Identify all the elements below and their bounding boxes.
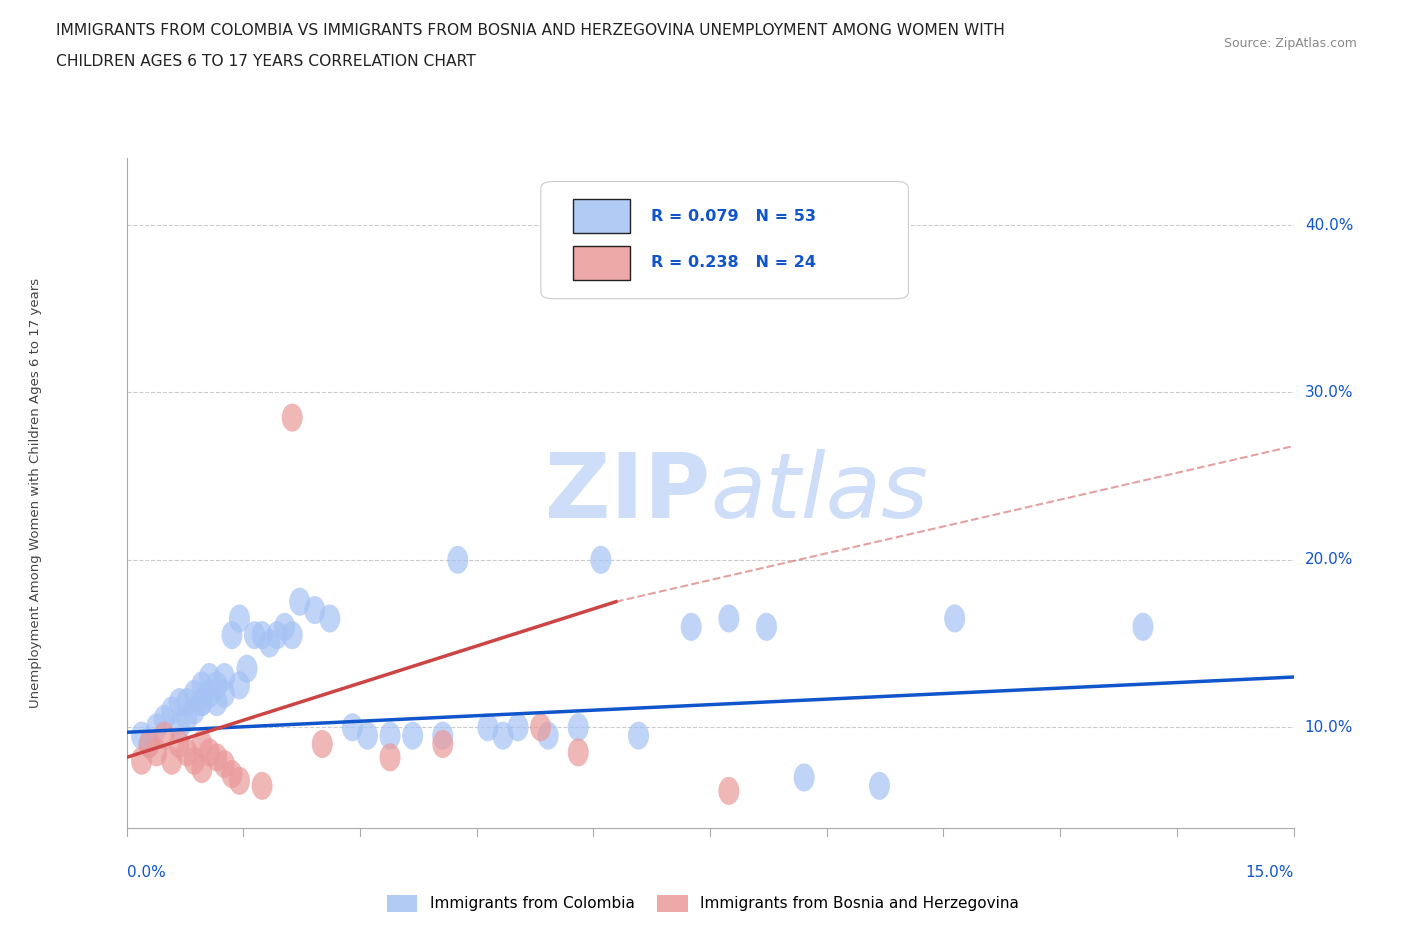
Ellipse shape [312,730,333,758]
Ellipse shape [357,722,378,750]
Ellipse shape [198,738,219,766]
Ellipse shape [380,743,401,772]
FancyBboxPatch shape [574,199,630,232]
Ellipse shape [153,722,174,750]
Text: Source: ZipAtlas.com: Source: ZipAtlas.com [1223,37,1357,50]
Ellipse shape [139,730,160,758]
Ellipse shape [162,747,183,775]
Ellipse shape [207,743,228,772]
Ellipse shape [214,663,235,691]
Ellipse shape [184,697,205,724]
Text: 15.0%: 15.0% [1246,865,1294,880]
Ellipse shape [131,747,152,775]
Ellipse shape [1132,613,1153,641]
Text: 0.0%: 0.0% [127,865,166,880]
Ellipse shape [162,697,183,724]
Text: 30.0%: 30.0% [1305,385,1353,400]
Ellipse shape [718,604,740,632]
Ellipse shape [274,613,295,641]
Ellipse shape [191,755,212,783]
Ellipse shape [221,760,242,789]
Ellipse shape [756,613,778,641]
Ellipse shape [146,738,167,766]
Ellipse shape [176,688,197,716]
Ellipse shape [198,680,219,708]
Ellipse shape [252,772,273,800]
Ellipse shape [793,228,814,256]
Ellipse shape [153,705,174,733]
Text: CHILDREN AGES 6 TO 17 YEARS CORRELATION CHART: CHILDREN AGES 6 TO 17 YEARS CORRELATION … [56,54,477,69]
Ellipse shape [214,680,235,708]
Text: Unemployment Among Women with Children Ages 6 to 17 years: Unemployment Among Women with Children A… [28,278,42,708]
Text: 10.0%: 10.0% [1305,720,1353,735]
Ellipse shape [191,688,212,716]
FancyBboxPatch shape [541,181,908,299]
Text: 20.0%: 20.0% [1305,552,1353,567]
Ellipse shape [191,730,212,758]
Ellipse shape [259,630,280,658]
Legend: Immigrants from Colombia, Immigrants from Bosnia and Herzegovina: Immigrants from Colombia, Immigrants fro… [381,889,1025,918]
Ellipse shape [207,688,228,716]
Ellipse shape [184,680,205,708]
Ellipse shape [380,722,401,750]
Ellipse shape [191,688,212,716]
Ellipse shape [229,671,250,699]
Ellipse shape [214,750,235,778]
Ellipse shape [207,671,228,699]
FancyBboxPatch shape [574,246,630,280]
Ellipse shape [191,671,212,699]
Ellipse shape [267,621,288,649]
Ellipse shape [304,596,325,624]
Ellipse shape [169,713,190,741]
Ellipse shape [537,722,558,750]
Ellipse shape [718,777,740,805]
Ellipse shape [508,713,529,741]
Ellipse shape [945,604,966,632]
Ellipse shape [681,613,702,641]
Ellipse shape [628,722,650,750]
Ellipse shape [146,713,167,741]
Ellipse shape [131,722,152,750]
Ellipse shape [139,730,160,758]
Ellipse shape [198,663,219,691]
Ellipse shape [402,722,423,750]
Text: IMMIGRANTS FROM COLOMBIA VS IMMIGRANTS FROM BOSNIA AND HERZEGOVINA UNEMPLOYMENT : IMMIGRANTS FROM COLOMBIA VS IMMIGRANTS F… [56,23,1005,38]
Ellipse shape [221,621,242,649]
Ellipse shape [530,713,551,741]
Ellipse shape [492,722,513,750]
Ellipse shape [169,730,190,758]
Ellipse shape [245,621,266,649]
Ellipse shape [252,621,273,649]
Ellipse shape [432,730,453,758]
Ellipse shape [229,604,250,632]
Ellipse shape [290,588,311,616]
Ellipse shape [281,404,302,432]
Ellipse shape [176,738,197,766]
Ellipse shape [869,772,890,800]
Ellipse shape [176,705,197,733]
Ellipse shape [568,738,589,766]
Ellipse shape [169,688,190,716]
Ellipse shape [447,546,468,574]
Ellipse shape [319,604,340,632]
Text: 40.0%: 40.0% [1305,218,1353,232]
Text: R = 0.079   N = 53: R = 0.079 N = 53 [651,208,815,223]
Text: R = 0.238   N = 24: R = 0.238 N = 24 [651,256,815,271]
Ellipse shape [432,722,453,750]
Text: atlas: atlas [710,449,928,537]
Ellipse shape [342,713,363,741]
Ellipse shape [591,546,612,574]
Ellipse shape [184,747,205,775]
Ellipse shape [478,713,499,741]
Ellipse shape [229,766,250,795]
Ellipse shape [568,713,589,741]
Ellipse shape [236,655,257,683]
Text: ZIP: ZIP [546,449,710,537]
Ellipse shape [793,764,814,791]
Ellipse shape [281,621,302,649]
